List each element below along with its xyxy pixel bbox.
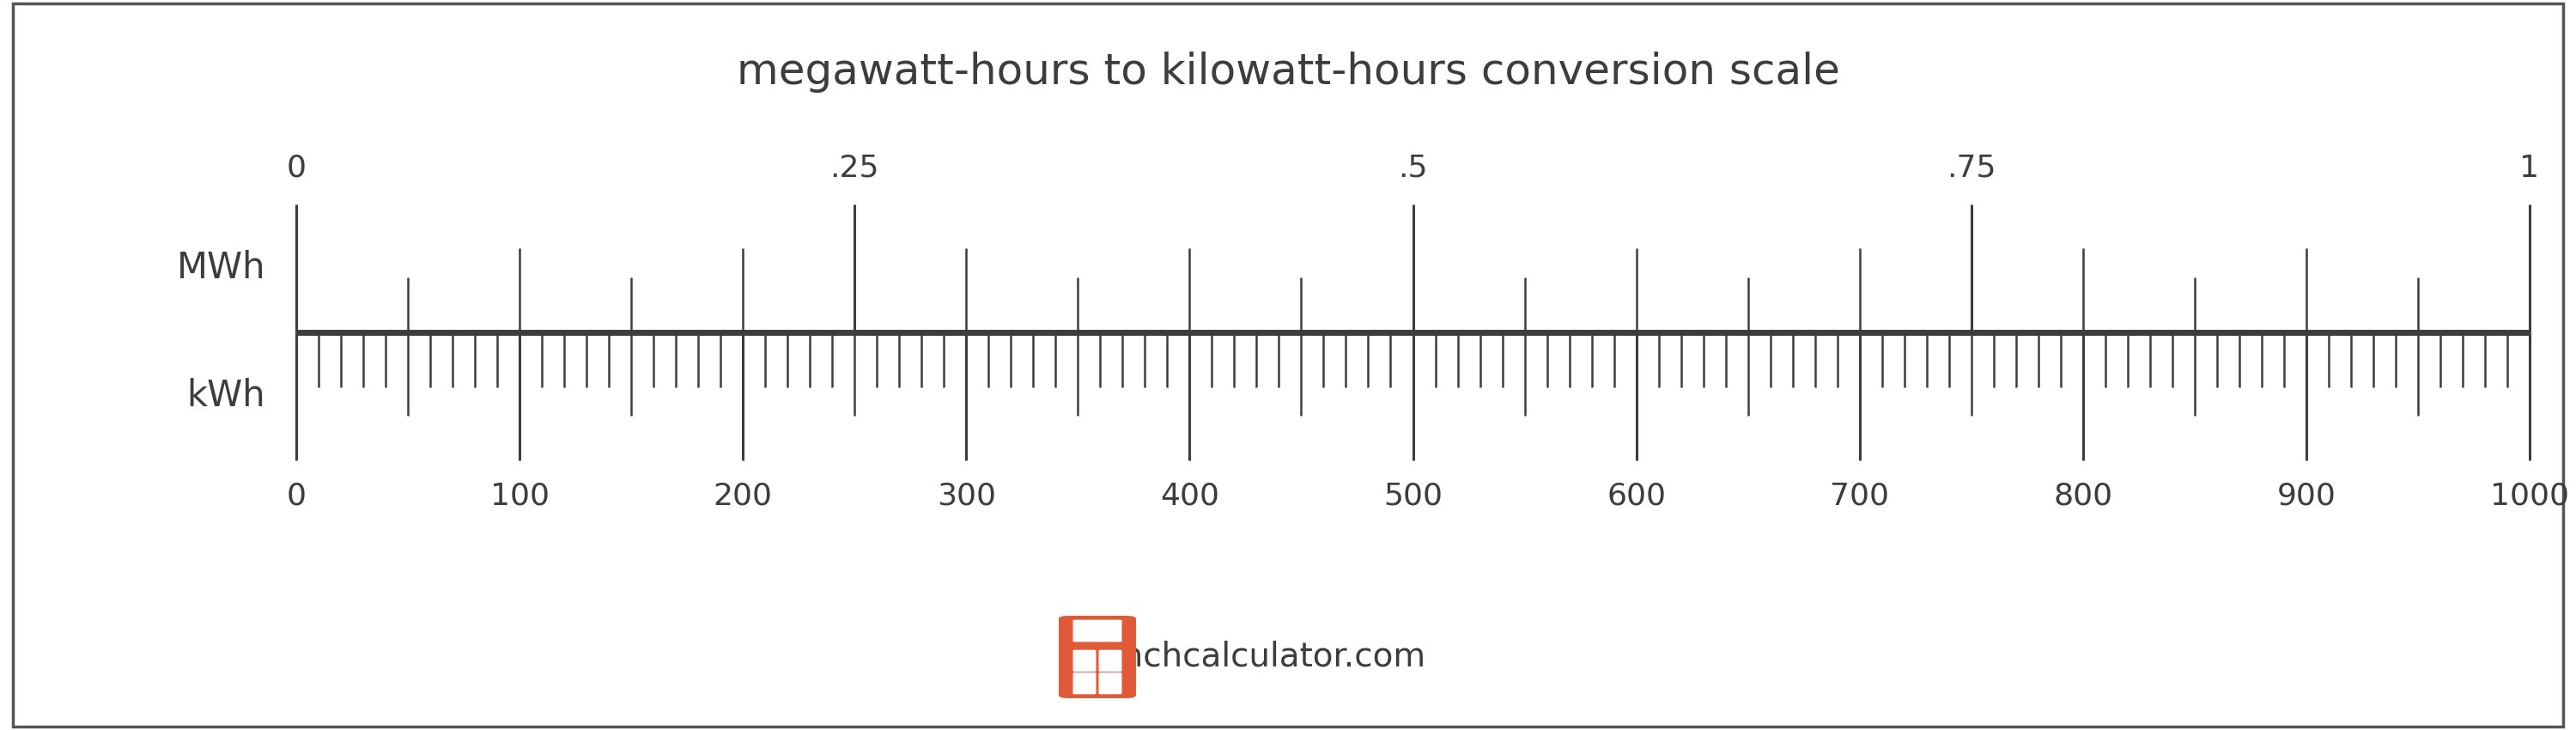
Text: 700: 700 bbox=[1829, 482, 1888, 511]
Text: megawatt-hours to kilowatt-hours conversion scale: megawatt-hours to kilowatt-hours convers… bbox=[737, 51, 1839, 92]
Text: 300: 300 bbox=[938, 482, 997, 511]
Text: 1: 1 bbox=[2519, 153, 2540, 182]
Text: 100: 100 bbox=[489, 482, 549, 511]
FancyBboxPatch shape bbox=[1097, 672, 1123, 694]
Text: 0: 0 bbox=[286, 153, 307, 182]
Text: 600: 600 bbox=[1607, 482, 1667, 511]
Text: 500: 500 bbox=[1383, 482, 1443, 511]
FancyBboxPatch shape bbox=[1059, 616, 1136, 698]
Text: 800: 800 bbox=[2053, 482, 2112, 511]
Text: .5: .5 bbox=[1399, 153, 1427, 182]
Text: 200: 200 bbox=[714, 482, 773, 511]
FancyBboxPatch shape bbox=[13, 4, 2563, 726]
FancyBboxPatch shape bbox=[1072, 650, 1097, 672]
FancyBboxPatch shape bbox=[1072, 620, 1123, 642]
Text: 1000: 1000 bbox=[2491, 482, 2568, 511]
Text: 900: 900 bbox=[2277, 482, 2336, 511]
Text: kWh: kWh bbox=[185, 378, 265, 414]
Text: 400: 400 bbox=[1159, 482, 1218, 511]
Text: .75: .75 bbox=[1947, 153, 1996, 182]
Text: 0: 0 bbox=[286, 482, 307, 511]
FancyBboxPatch shape bbox=[1097, 650, 1123, 672]
Text: inchcalculator.com: inchcalculator.com bbox=[1113, 641, 1425, 673]
FancyBboxPatch shape bbox=[1072, 672, 1097, 694]
Text: .25: .25 bbox=[829, 153, 878, 182]
Text: MWh: MWh bbox=[175, 250, 265, 286]
